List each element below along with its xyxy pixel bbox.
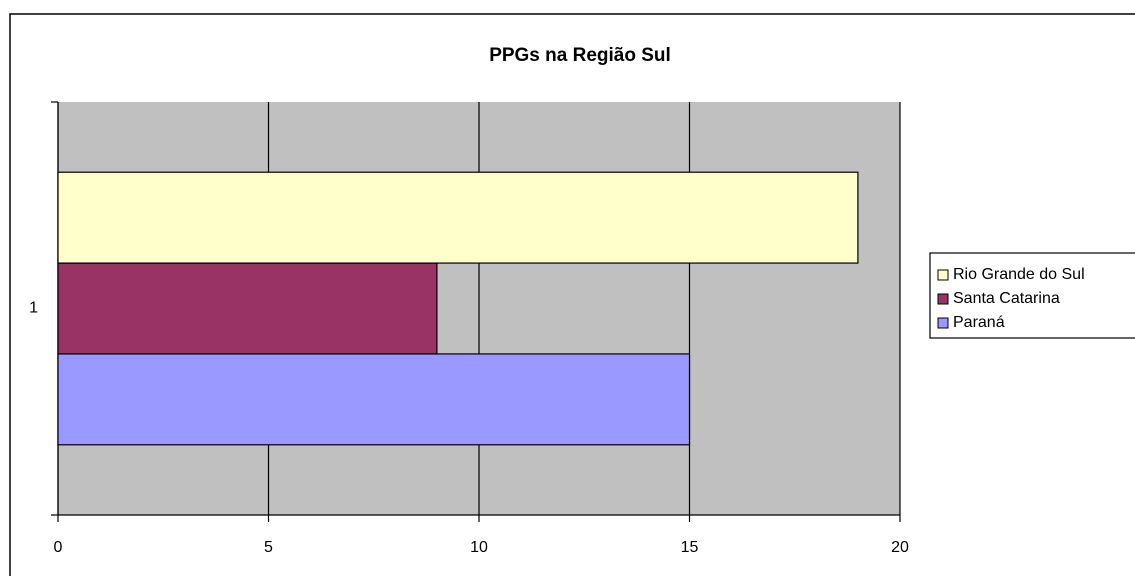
bar	[57, 353, 691, 446]
chart-title: PPGs na Região Sul	[489, 45, 671, 66]
legend-label: Paraná	[953, 314, 1005, 331]
legend-label: Santa Catarina	[953, 290, 1060, 307]
x-tick-label: 0	[54, 539, 63, 556]
x-tick-label: 20	[891, 539, 909, 556]
legend-swatch	[937, 293, 949, 305]
legend-label: Rio Grande do Sul	[953, 266, 1085, 283]
legend-box	[929, 252, 1135, 339]
bar	[57, 262, 438, 355]
x-tick-label: 5	[264, 539, 273, 556]
bar	[57, 171, 859, 264]
x-tick-label: 10	[470, 539, 488, 556]
x-tick-label: 15	[681, 539, 699, 556]
y-tick-label: 1	[29, 300, 38, 317]
legend-swatch	[937, 317, 949, 329]
legend-swatch	[937, 269, 949, 281]
